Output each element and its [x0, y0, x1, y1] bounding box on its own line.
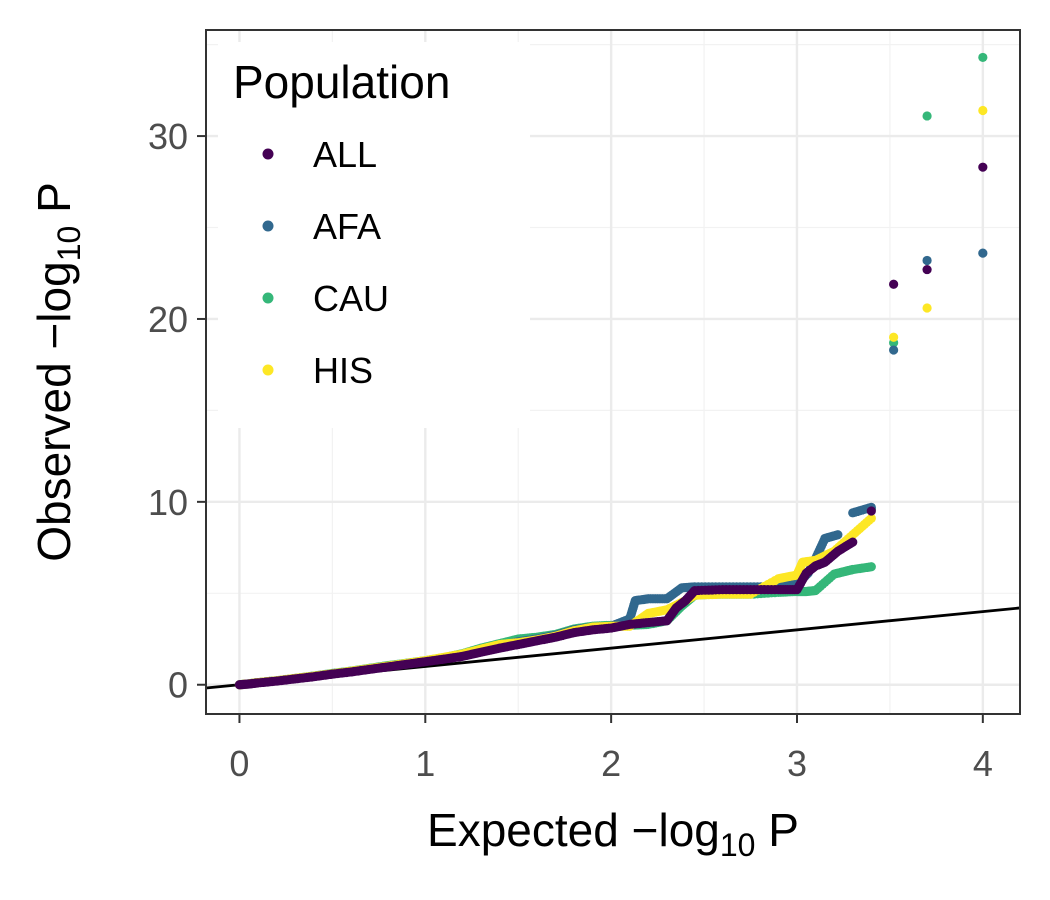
legend-item-afa: AFA: [262, 206, 381, 247]
data-point: [848, 537, 858, 547]
data-point: [889, 279, 899, 289]
x-axis-title-tail: P: [755, 804, 798, 856]
panel-border: [205, 29, 1021, 715]
y-tick-label: 20: [148, 299, 188, 340]
data-point: [922, 111, 932, 121]
legend-key: [262, 220, 274, 232]
x-tick-label: 4: [973, 743, 993, 784]
x-axis-title-main: Expected −log: [427, 804, 720, 856]
x-tick-label: 3: [787, 743, 807, 784]
data-point: [922, 255, 932, 266]
series-all: [234, 162, 988, 690]
data-point: [922, 303, 932, 313]
legend-entries: ALL AFA CAU HIS: [262, 134, 389, 391]
y-axis-title-subscript: 10: [51, 226, 87, 262]
data-point: [866, 506, 876, 516]
axes: 0 1 2 3 4 0 10 20 30: [148, 116, 993, 784]
y-axis-title-main: Observed −log: [28, 261, 80, 561]
data-point: [833, 530, 843, 540]
y-axis-title-tail: P: [28, 182, 80, 225]
y-tick-label: 30: [148, 116, 188, 157]
legend-background: [218, 42, 530, 428]
data-point: [889, 332, 899, 342]
x-axis-title-subscript: 10: [720, 827, 756, 863]
legend: Population ALL AFA CAU HIS: [218, 42, 530, 428]
legend-key: [262, 148, 274, 160]
data-point: [866, 562, 876, 572]
y-axis-title: Observed −log10 P: [28, 182, 87, 562]
data-point: [978, 52, 988, 63]
legend-item-all: ALL: [262, 134, 377, 175]
legend-label: HIS: [313, 350, 373, 391]
data-point: [922, 264, 932, 275]
x-tick-label: 1: [415, 743, 435, 784]
data-point: [978, 162, 988, 172]
x-tick-label: 2: [601, 743, 621, 784]
legend-key: [262, 364, 274, 376]
legend-label: AFA: [313, 206, 381, 247]
legend-label: CAU: [313, 278, 389, 319]
x-tick-label: 0: [229, 743, 249, 784]
data-point: [978, 248, 988, 258]
legend-item-his: HIS: [262, 350, 373, 391]
data-point: [978, 105, 988, 116]
y-tick-label: 10: [148, 482, 188, 523]
legend-item-cau: CAU: [262, 278, 389, 319]
legend-title: Population: [233, 56, 450, 108]
legend-key: [262, 292, 274, 304]
legend-label: ALL: [313, 134, 377, 175]
x-axis-title: Expected −log10 P: [427, 804, 799, 863]
data-point: [889, 345, 899, 355]
data-points: [234, 52, 988, 690]
data-point: [866, 513, 876, 523]
y-tick-label: 0: [168, 665, 188, 706]
